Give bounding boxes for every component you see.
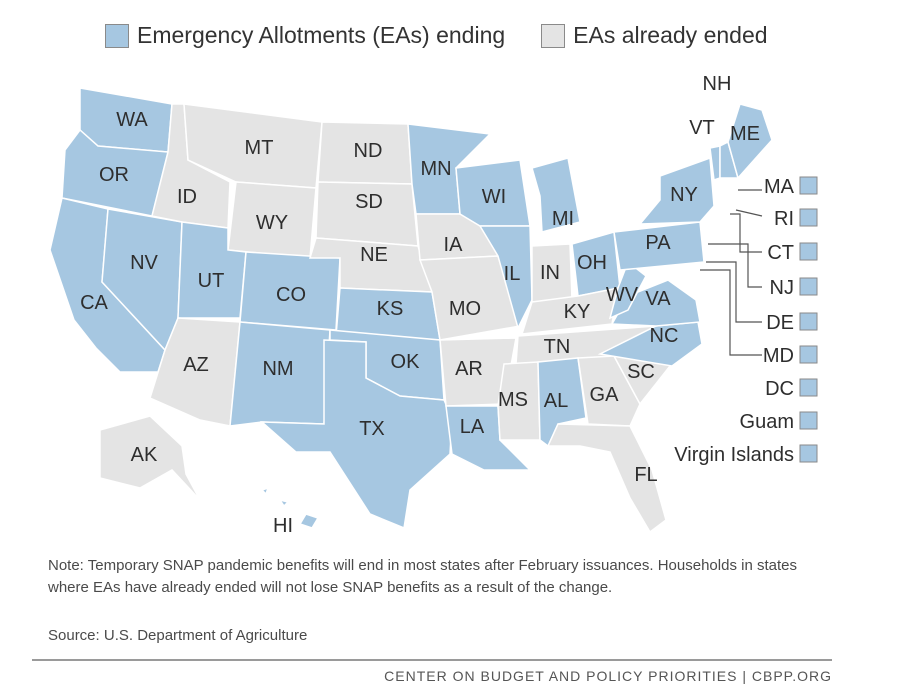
legend-item-ending: Emergency Allotments (EAs) ending [105,22,505,49]
side-label-ri: RI [774,208,794,230]
legend-swatch-ended [541,23,566,48]
side-swatch-de [799,312,818,331]
source-text: Source: U.S. Department of Agriculture [48,627,308,644]
state-label-la: LA [460,416,485,438]
state-label-fl: FL [634,464,657,486]
state-pa [613,221,705,271]
state-label-ms: MS [498,389,528,411]
state-labels: WA OR CA NV ID MT WY UT CO AZ NM ND SD NE KS OK TX MN IA MO… [80,73,760,537]
state-label-ia: IA [444,234,464,256]
us-map: WA OR CA NV ID MT WY UT CO AZ NM ND SD NE KS OK TX MN IA MO… [49,73,818,537]
state-label-nv: NV [130,252,158,274]
leader-lines [700,189,763,356]
state-label-wy: WY [256,212,288,234]
side-label-dc: DC [765,378,794,400]
state-label-ne: NE [360,244,388,266]
side-label-md: MD [763,345,794,367]
side-swatch-ma [799,176,818,195]
state-label-sd: SD [355,191,383,213]
legend: Emergency Allotments (EAs) ending EAs al… [105,22,804,49]
state-ga [577,355,641,427]
note-text: Note: Temporary SNAP pandemic benefits w… [48,557,797,596]
state-label-il: IL [504,263,521,285]
state-label-nc: NC [650,325,679,347]
state-label-in: IN [540,262,560,284]
legend-swatch-ending [105,23,129,48]
state-label-ut: UT [198,270,225,292]
state-label-ok: OK [391,351,421,373]
state-label-ca: CA [80,292,108,314]
state-me [727,103,773,180]
footer-divider [32,659,832,661]
side-swatch-dc [799,378,818,397]
state-label-ar: AR [455,358,483,380]
state-label-pa: PA [645,232,671,254]
state-label-id: ID [177,186,197,208]
legend-label-ending: Emergency Allotments (EAs) ending [137,22,506,48]
state-label-al: AL [544,390,568,412]
state-label-va: VA [645,288,671,310]
side-label-de: DE [766,312,794,334]
side-swatch-ct [799,242,818,261]
state-label-tx: TX [359,418,385,440]
state-label-oh: OH [577,252,607,274]
footer-credit: CENTER ON BUDGET AND POLICY PRIORITIES |… [384,668,832,684]
side-swatch-nj [799,277,818,296]
state-label-vt: VT [689,117,715,139]
leader-line-de [706,261,762,323]
side-label-ct: CT [767,242,794,264]
side-label-nj: NJ [770,277,794,299]
side-label-virgin-islands: Virgin Islands [674,444,794,466]
leader-line-md [700,269,762,356]
state-il [478,225,533,331]
leader-line-ct [730,213,762,253]
leader-line-ri [735,209,763,217]
side-swatch-virgin-islands [799,444,818,463]
state-label-wa: WA [116,109,148,131]
state-ny [638,156,715,225]
state-label-ky: KY [564,301,591,323]
state-label-me: ME [730,123,760,145]
state-mi [531,157,581,233]
state-label-ak: AK [131,444,158,466]
state-label-ks: KS [377,298,404,320]
state-label-ny: NY [670,184,698,206]
side-label-ma: MA [764,176,795,198]
state-nc [597,321,703,367]
side-swatch-md [799,345,818,364]
state-label-tn: TN [544,336,571,358]
legend-item-ended: EAs already ended [541,22,768,49]
side-labels: MA RI CT NJ DE MD DC Guam Virgin Islands [674,176,818,466]
state-label-mo: MO [449,298,481,320]
state-label-mt: MT [245,137,274,159]
state-fl [546,423,667,534]
state-label-az: AZ [183,354,209,376]
state-label-nd: ND [354,140,383,162]
side-swatch-ri [799,208,818,227]
state-label-nm: NM [262,358,293,380]
side-swatch-guam [799,411,818,430]
state-tx [259,339,453,530]
state-hi [260,486,320,529]
leader-line-nj [708,243,762,288]
state-label-sc: SC [627,361,655,383]
state-label-or: OR [99,164,129,186]
legend-label-ended: EAs already ended [573,22,768,48]
state-label-wv: WV [606,284,639,306]
state-label-wi: WI [482,186,506,208]
state-label-nh: NH [703,73,732,95]
state-ak [99,415,201,501]
state-label-mn: MN [420,158,451,180]
side-label-guam: Guam [740,411,794,433]
state-label-mi: MI [552,208,574,230]
state-label-hi: HI [273,515,293,537]
state-label-ga: GA [590,384,620,406]
state-shapes [49,87,773,534]
state-ms [497,361,541,441]
state-mo [418,255,521,341]
state-label-co: CO [276,284,306,306]
